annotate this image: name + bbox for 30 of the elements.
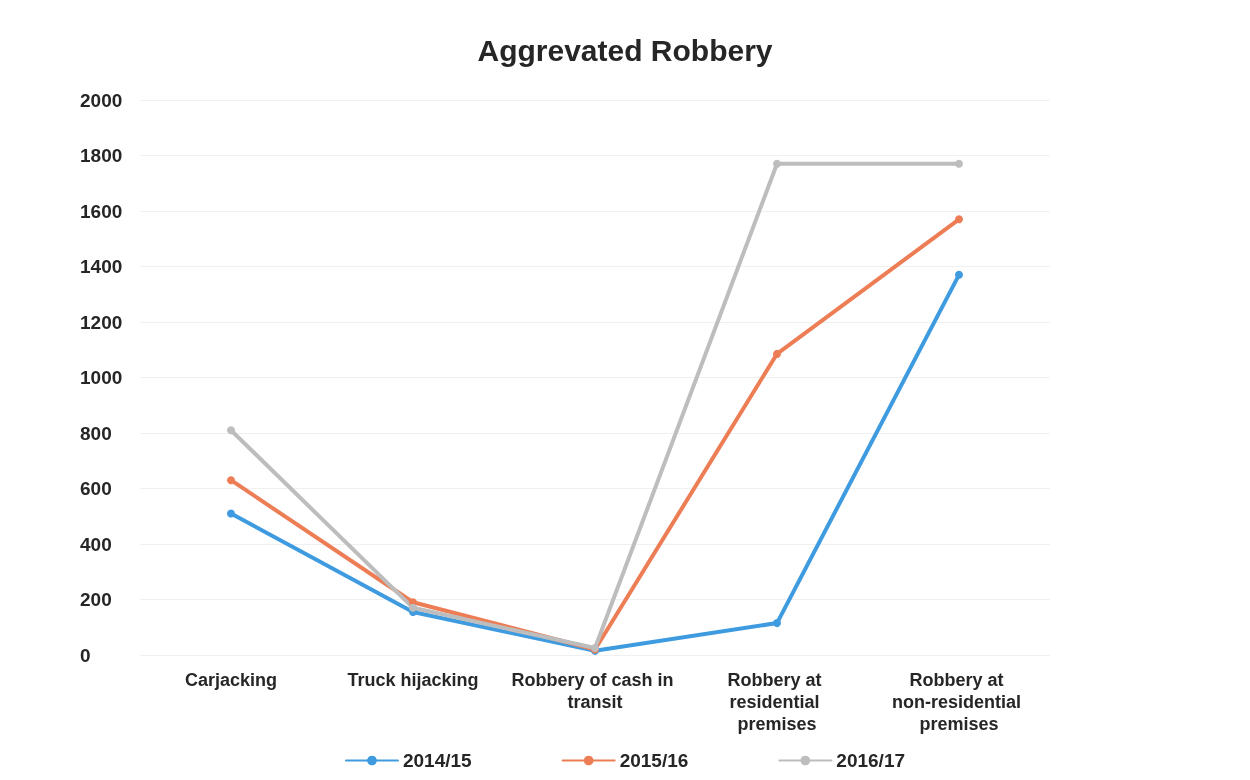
point (773, 349, 781, 358)
point (955, 159, 963, 168)
x-tick-label: Robbery of cash in transit (511, 670, 679, 712)
point (227, 426, 235, 435)
y-tick-label: 200 (80, 589, 112, 610)
y-tick-label: 0 (80, 644, 91, 666)
x-tick-label: Carjacking (184, 670, 278, 690)
point (773, 159, 781, 168)
point (955, 270, 963, 279)
legend-label: 2014/15 (402, 750, 473, 771)
x-tick-label: Robbery at residential premises (727, 670, 827, 734)
point (227, 476, 235, 485)
y-tick-label: 1000 (80, 367, 123, 388)
x-tick-label: Robbery at non-residential premises (891, 670, 1027, 734)
y-tick-label: 800 (80, 422, 112, 444)
point (955, 215, 963, 224)
point (409, 603, 417, 612)
y-tick-label: 1200 (80, 311, 123, 333)
chart-title: Aggrevated Robbery (477, 33, 773, 67)
point (773, 619, 781, 628)
y-tick-label: 1800 (80, 145, 123, 166)
y-tick-label: 1600 (80, 200, 123, 222)
y-tick-label: 400 (80, 533, 112, 555)
y-tick-label: 600 (80, 478, 112, 499)
legend-label: 2016/17 (836, 750, 906, 771)
y-tick-label: 1400 (80, 256, 123, 277)
point (227, 509, 235, 518)
y-tick-label: 2000 (80, 89, 123, 111)
legend-label: 2015/16 (619, 750, 689, 771)
x-tick-label: Truck hijacking (347, 670, 479, 690)
